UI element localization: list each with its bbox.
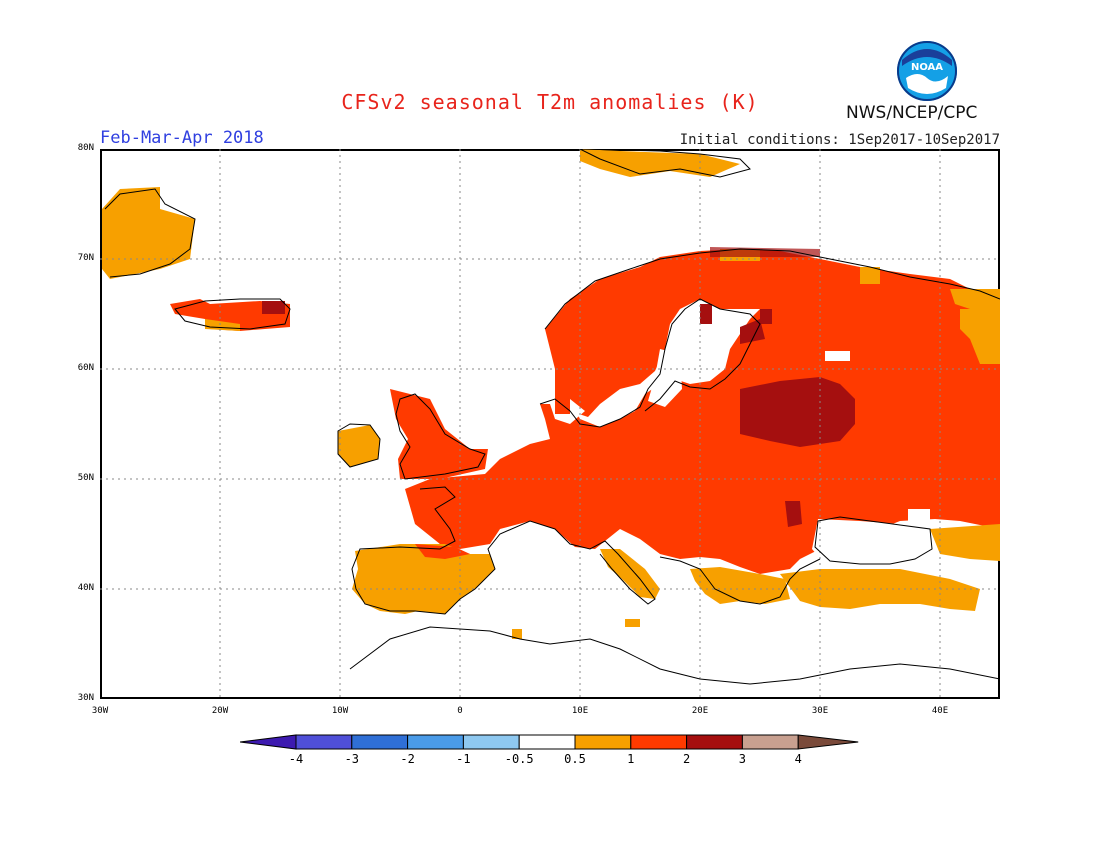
lon-label: 0 xyxy=(457,706,463,716)
agency-label: NWS/NCEP/CPC xyxy=(846,103,978,123)
colorbar xyxy=(240,734,859,750)
anomaly-shading xyxy=(102,149,1000,639)
initial-conditions: Initial conditions: 1Sep2017-10Sep2017 xyxy=(679,132,1000,148)
lat-label: 30N xyxy=(77,693,94,703)
lon-label: 30W xyxy=(91,706,109,716)
colorbar-label: 3 xyxy=(738,752,746,766)
lon-label: 30E xyxy=(811,706,829,716)
colorbar-swatch xyxy=(630,734,688,750)
colorbar-swatch xyxy=(295,734,353,750)
graticule xyxy=(100,149,1000,699)
lon-label: 40E xyxy=(931,706,949,716)
colorbar-swatch xyxy=(462,734,520,750)
colorbar-swatch xyxy=(741,734,799,750)
colorbar-swatch xyxy=(574,734,632,750)
colorbar-label: -3 xyxy=(344,752,360,766)
colorbar-label: 0.5 xyxy=(564,752,586,766)
colorbar-label: -0.5 xyxy=(504,752,534,766)
colorbar-label: -2 xyxy=(400,752,415,766)
map-title: CFSv2 seasonal T2m anomalies (K) xyxy=(341,90,759,114)
colorbar-label: 4 xyxy=(794,752,802,766)
lat-label: 70N xyxy=(77,253,94,263)
anomaly-map xyxy=(100,149,1000,699)
lat-label: 80N xyxy=(77,143,94,153)
colorbar-label: 1 xyxy=(627,752,635,766)
colorbar-swatch xyxy=(686,734,743,750)
colorbar-swatch xyxy=(240,734,297,750)
colorbar-swatch xyxy=(407,734,464,750)
lon-label: 10W xyxy=(331,706,349,716)
logo-text: NOAA xyxy=(911,62,943,73)
lon-label: 20E xyxy=(691,706,709,716)
lat-label: 50N xyxy=(77,473,94,483)
forecast-period: Feb-Mar-Apr 2018 xyxy=(100,128,264,148)
lon-label: 10E xyxy=(571,706,589,716)
coastlines xyxy=(104,149,1000,685)
colorbar-label: -1 xyxy=(456,752,471,766)
lat-label: 60N xyxy=(77,363,94,373)
colorbar-swatch xyxy=(797,734,859,750)
colorbar-swatch xyxy=(351,734,409,750)
colorbar-label: 2 xyxy=(682,752,691,766)
noaa-logo-icon: NOAA xyxy=(897,41,957,101)
colorbar-swatch xyxy=(518,734,576,750)
lat-label: 40N xyxy=(77,583,94,593)
lon-label: 20W xyxy=(211,706,229,716)
colorbar-label: -4 xyxy=(288,752,304,766)
